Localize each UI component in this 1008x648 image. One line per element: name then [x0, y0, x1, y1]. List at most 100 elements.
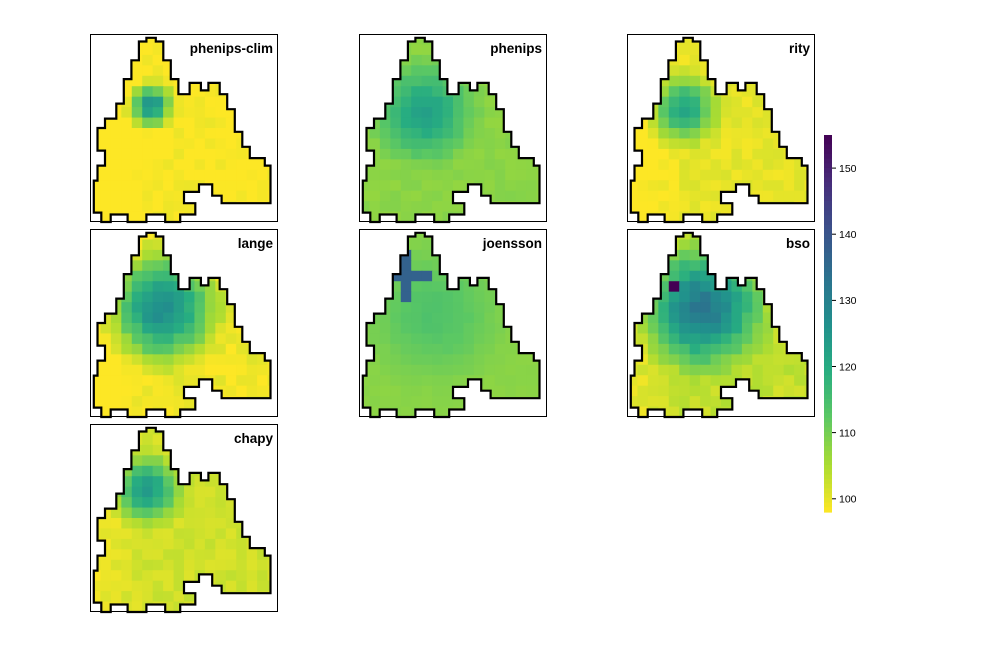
heatmap-cell — [658, 281, 670, 293]
heatmap-cell — [783, 375, 795, 387]
heatmap-cell — [647, 65, 659, 77]
heatmap-cell — [411, 159, 423, 171]
heatmap-cell — [204, 169, 216, 181]
heatmap-cell — [463, 364, 475, 376]
heatmap-cell — [741, 302, 753, 314]
heatmap-cell — [121, 75, 133, 87]
heatmap-cell — [100, 169, 112, 181]
panel-title: bso — [786, 236, 810, 251]
heatmap-cell — [163, 270, 175, 282]
heatmap-cell — [163, 96, 175, 108]
heatmap-cell — [505, 354, 517, 366]
heatmap-cell — [93, 570, 102, 582]
colorbar-segment — [824, 408, 832, 414]
panel-title: lange — [238, 236, 274, 251]
heatmap-cell — [131, 343, 143, 355]
heatmap-cell — [432, 270, 444, 282]
heatmap-cell — [526, 107, 538, 119]
heatmap-cell — [421, 201, 433, 213]
heatmap-cell — [267, 86, 271, 98]
heatmap-cell — [731, 86, 743, 98]
heatmap-cell — [93, 486, 102, 498]
heatmap-cell — [804, 323, 808, 335]
heatmap-cell — [236, 385, 248, 397]
heatmap-cell — [526, 190, 538, 202]
heatmap-cell — [142, 86, 154, 98]
heatmap-cell — [700, 201, 712, 213]
heatmap-cell — [267, 528, 271, 540]
heatmap-cell — [647, 148, 659, 160]
heatmap-cell — [215, 169, 227, 181]
colorbar-segment — [824, 493, 832, 499]
heatmap-cell — [637, 96, 649, 108]
colorbar-segment — [824, 380, 832, 386]
heatmap-cell — [236, 364, 248, 376]
heatmap-cell — [142, 291, 154, 303]
heatmap-cell — [194, 239, 206, 251]
heatmap-cell — [257, 211, 269, 222]
heatmap-cell — [204, 528, 216, 540]
heatmap-cell — [246, 211, 258, 222]
heatmap-cell — [379, 190, 391, 202]
heatmap-cell — [637, 169, 649, 181]
heatmap-cell — [246, 169, 258, 181]
heatmap-cell — [463, 54, 475, 66]
heatmap-cell — [536, 107, 540, 119]
heatmap-cell — [257, 54, 269, 66]
heatmap-cell — [432, 148, 444, 160]
heatmap-cell — [194, 427, 206, 436]
heatmap-cell — [184, 65, 196, 77]
heatmap-cell — [731, 44, 743, 56]
heatmap-cell — [236, 291, 248, 303]
panel-frame — [359, 34, 547, 222]
heatmap-cell — [421, 107, 433, 119]
region-outline — [92, 426, 272, 614]
heatmap-cell — [131, 260, 143, 272]
heatmap-cell — [173, 538, 185, 550]
heatmap-cell — [110, 444, 122, 456]
heatmap-cell — [142, 343, 154, 355]
heatmap-cell — [762, 232, 774, 241]
heatmap-cell — [804, 343, 808, 355]
heatmap-cell — [131, 180, 143, 192]
heatmap-cell — [225, 128, 237, 140]
heatmap-cell — [473, 54, 485, 66]
heatmap-cell — [142, 455, 154, 467]
heatmap-cell — [246, 54, 258, 66]
heatmap-cell — [679, 385, 691, 397]
heatmap-cell — [463, 86, 475, 98]
heatmap-cell — [110, 211, 122, 222]
heatmap-cell — [630, 375, 639, 387]
heatmap-cell — [142, 75, 154, 87]
heatmap-cell — [369, 65, 381, 77]
heatmap-cell — [215, 427, 227, 436]
heatmap-cell — [804, 169, 808, 181]
panel-lange: lange — [90, 229, 278, 419]
heatmap-cell — [630, 364, 639, 376]
heatmap-cell — [752, 291, 764, 303]
heatmap-cell — [215, 333, 227, 345]
heatmap-cell — [658, 169, 670, 181]
heatmap-cell — [194, 323, 206, 335]
heatmap-cell — [710, 333, 722, 345]
heatmap-cell — [526, 117, 538, 129]
heatmap-cell — [152, 260, 164, 272]
heatmap-cell — [225, 211, 237, 222]
heatmap-cell — [225, 444, 237, 456]
heatmap-cell — [630, 291, 639, 303]
heatmap-cell — [204, 148, 216, 160]
heatmap-cell — [369, 201, 381, 213]
heatmap-cell — [752, 333, 764, 345]
heatmap-cell — [526, 302, 538, 314]
heatmap-cell — [100, 128, 112, 140]
heatmap-cell — [630, 169, 639, 181]
heatmap-cell — [668, 86, 680, 98]
heatmap-cell — [411, 190, 423, 202]
colorbar-segment — [824, 436, 832, 442]
heatmap-cell — [152, 86, 164, 98]
heatmap-cell — [515, 323, 527, 335]
heatmap-cell — [421, 211, 433, 222]
heatmap-cell — [679, 54, 691, 66]
heatmap-cell — [142, 169, 154, 181]
heatmap-cell — [505, 302, 517, 314]
